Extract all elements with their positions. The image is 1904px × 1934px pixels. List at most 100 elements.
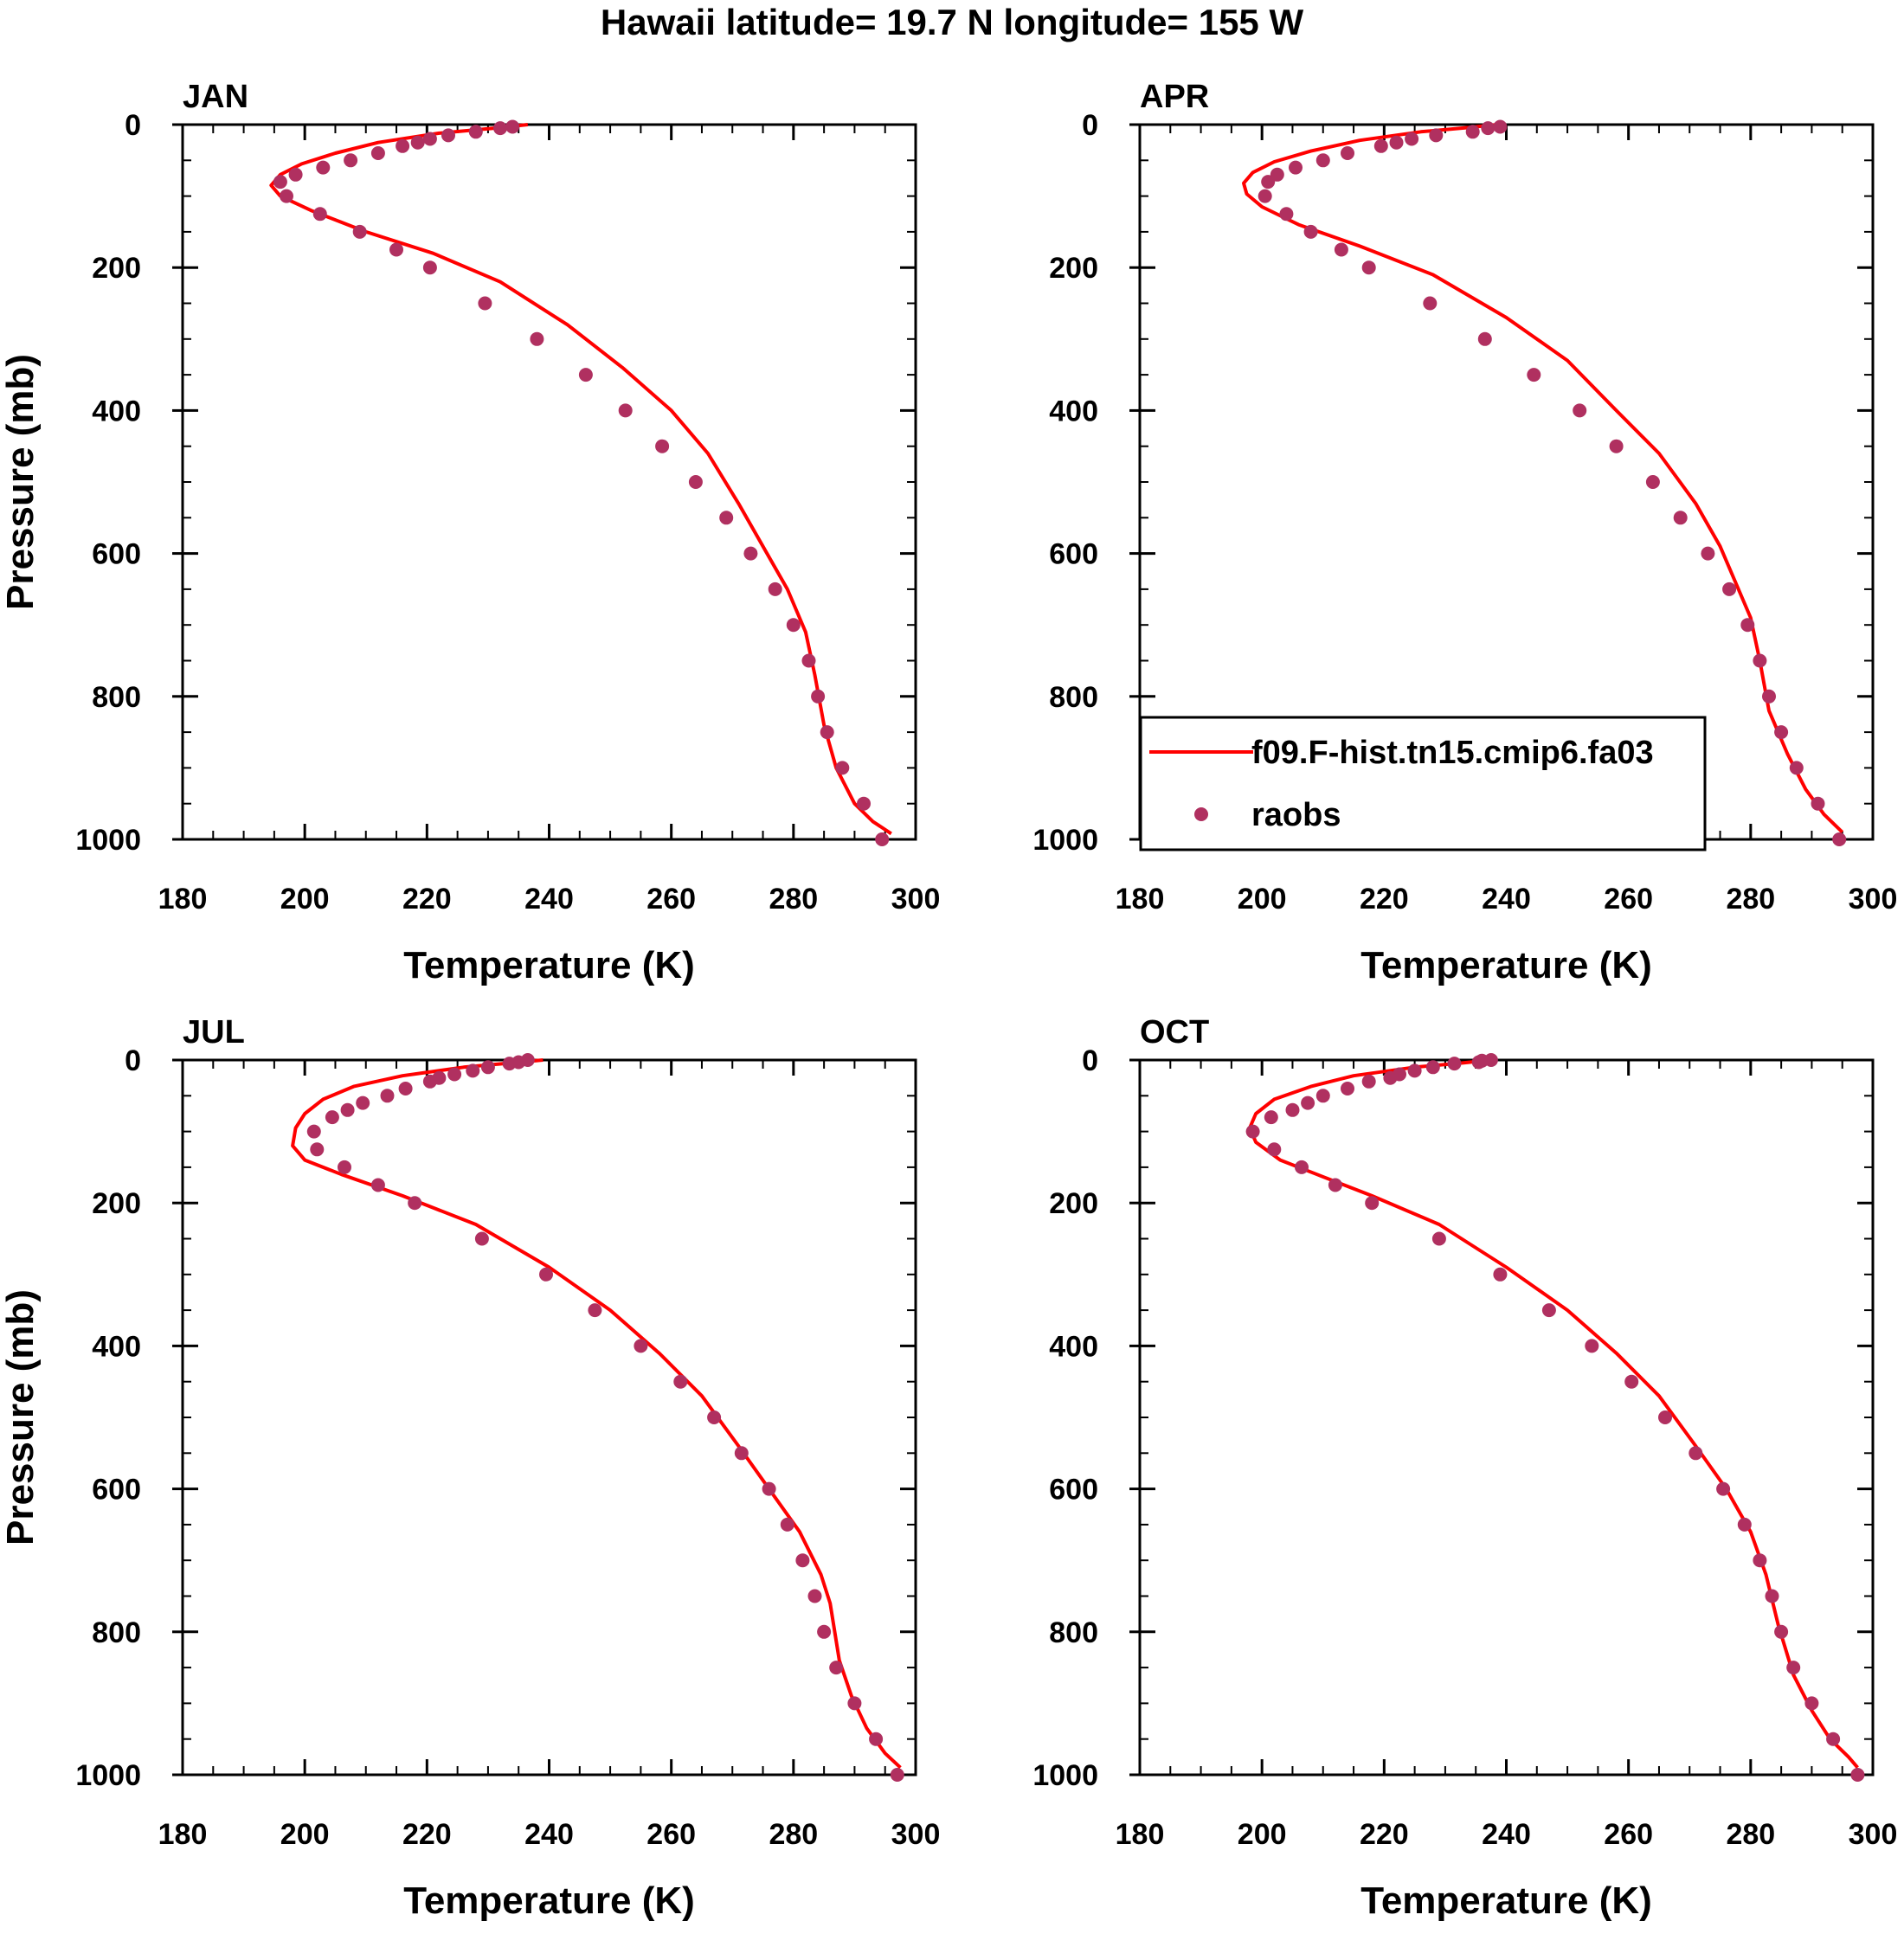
raobs-point — [1447, 1057, 1462, 1071]
raobs-point — [389, 242, 403, 257]
x-axis-label: Temperature (K) — [1360, 1879, 1652, 1922]
raobs-point — [1850, 1768, 1865, 1782]
raobs-point — [817, 1624, 832, 1639]
y-tick-label: 0 — [1082, 1044, 1098, 1077]
y-tick-label: 800 — [92, 1616, 141, 1649]
raobs-point — [1609, 439, 1624, 453]
raobs-point — [306, 1124, 321, 1139]
raobs-point — [1365, 1196, 1380, 1211]
raobs-point — [869, 1732, 884, 1746]
panel-oct: 180 200 220 240 260 280 300 0 200 400 600 800 1000 OC… — [1032, 1014, 1897, 1922]
raobs-point — [280, 189, 293, 203]
x-tick-label: 280 — [1726, 1818, 1775, 1851]
raobs-point — [1279, 207, 1294, 222]
raobs-point — [1774, 725, 1789, 740]
raobs-point — [1762, 689, 1776, 704]
series-line-model — [291, 1058, 902, 1770]
x-axis-label: Temperature (K) — [403, 944, 695, 986]
raobs-point — [1264, 1110, 1278, 1125]
raobs-point — [316, 160, 331, 175]
x-tick-label: 220 — [1360, 1818, 1409, 1851]
raobs-point — [1527, 368, 1541, 382]
x-tick-label: 280 — [1726, 883, 1775, 916]
raobs-point — [890, 1768, 904, 1782]
raobs-point — [396, 138, 410, 153]
raobs-point — [468, 125, 483, 139]
raobs-point — [474, 1231, 489, 1246]
legend: f09.F-hist.tn15.cmip6.fa03 raobs — [1139, 716, 1707, 851]
raobs-point — [1328, 1178, 1342, 1192]
raobs-point — [1624, 1374, 1639, 1389]
y-tick-label: 600 — [1049, 538, 1098, 571]
x-tick-label: 240 — [524, 1818, 574, 1851]
x-tick-label: 180 — [158, 1818, 208, 1851]
y-tick-label: 400 — [1049, 1330, 1098, 1363]
x-tick-label: 280 — [769, 1818, 818, 1851]
raobs-point — [807, 1589, 822, 1603]
raobs-point — [847, 1696, 862, 1711]
raobs-point — [1285, 1102, 1300, 1117]
raobs-point — [1832, 832, 1847, 846]
raobs-point — [578, 368, 593, 382]
raobs-point — [1493, 1267, 1508, 1282]
x-axis-label: Temperature (K) — [1360, 944, 1652, 986]
y-tick-label: 200 — [92, 1187, 141, 1220]
raobs-point — [1431, 1231, 1446, 1246]
y-tick-label: 1000 — [75, 824, 141, 857]
raobs-point — [312, 207, 327, 222]
raobs-point — [340, 1102, 355, 1117]
raobs-point — [743, 546, 758, 561]
x-axis-label: Temperature (K) — [403, 1879, 695, 1922]
raobs-point — [688, 475, 703, 489]
raobs-point — [441, 128, 455, 143]
raobs-point — [447, 1067, 462, 1082]
panel-label: OCT — [1140, 1014, 1209, 1051]
raobs-point — [1786, 1661, 1801, 1675]
raobs-point — [1361, 260, 1376, 275]
raobs-point — [1722, 581, 1737, 596]
y-tick-label: 200 — [1049, 1187, 1098, 1220]
panel-label: JUL — [183, 1014, 245, 1051]
panel-label: JAN — [183, 79, 248, 115]
x-tick-label: 300 — [1849, 1818, 1898, 1851]
raobs-point — [618, 403, 633, 418]
plot-frame — [181, 123, 917, 841]
y-tick-label: 1000 — [75, 1759, 141, 1792]
raobs-point — [539, 1267, 553, 1282]
raobs-point — [655, 439, 670, 453]
raobs-point — [1493, 119, 1508, 134]
y-tick-label: 800 — [1049, 1616, 1098, 1649]
legend-box — [1139, 716, 1707, 851]
raobs-point — [734, 1446, 749, 1461]
raobs-point — [1481, 121, 1496, 136]
raobs-point — [1804, 1696, 1819, 1711]
raobs-point — [857, 796, 871, 811]
x-tick-label: 260 — [1604, 883, 1653, 916]
raobs-point — [310, 1142, 325, 1157]
raobs-point — [786, 618, 801, 633]
raobs-point — [588, 1303, 602, 1318]
raobs-point — [1361, 1074, 1376, 1089]
raobs-point — [478, 296, 492, 311]
y-tick-label: 1000 — [1032, 1759, 1098, 1792]
raobs-point — [338, 1160, 351, 1174]
raobs-point — [1245, 1124, 1260, 1139]
y-tick-label: 800 — [1049, 681, 1098, 714]
raobs-point — [1673, 511, 1688, 525]
raobs-point — [835, 761, 850, 775]
legend-label: raobs — [1251, 797, 1341, 833]
y-tick-label: 600 — [92, 538, 141, 571]
panel-label: APR — [1140, 79, 1209, 115]
raobs-point — [1405, 132, 1419, 146]
raobs-point — [1753, 653, 1767, 668]
x-tick-label: 220 — [402, 1818, 452, 1851]
raobs-point — [707, 1410, 722, 1424]
raobs-point — [325, 1110, 339, 1125]
x-tick-label: 180 — [1116, 1818, 1165, 1851]
y-tick-label: 400 — [1049, 395, 1098, 427]
x-tick-label: 300 — [891, 883, 941, 916]
raobs-point — [505, 119, 520, 134]
raobs-point — [801, 653, 816, 668]
x-tick-label: 240 — [524, 883, 574, 916]
